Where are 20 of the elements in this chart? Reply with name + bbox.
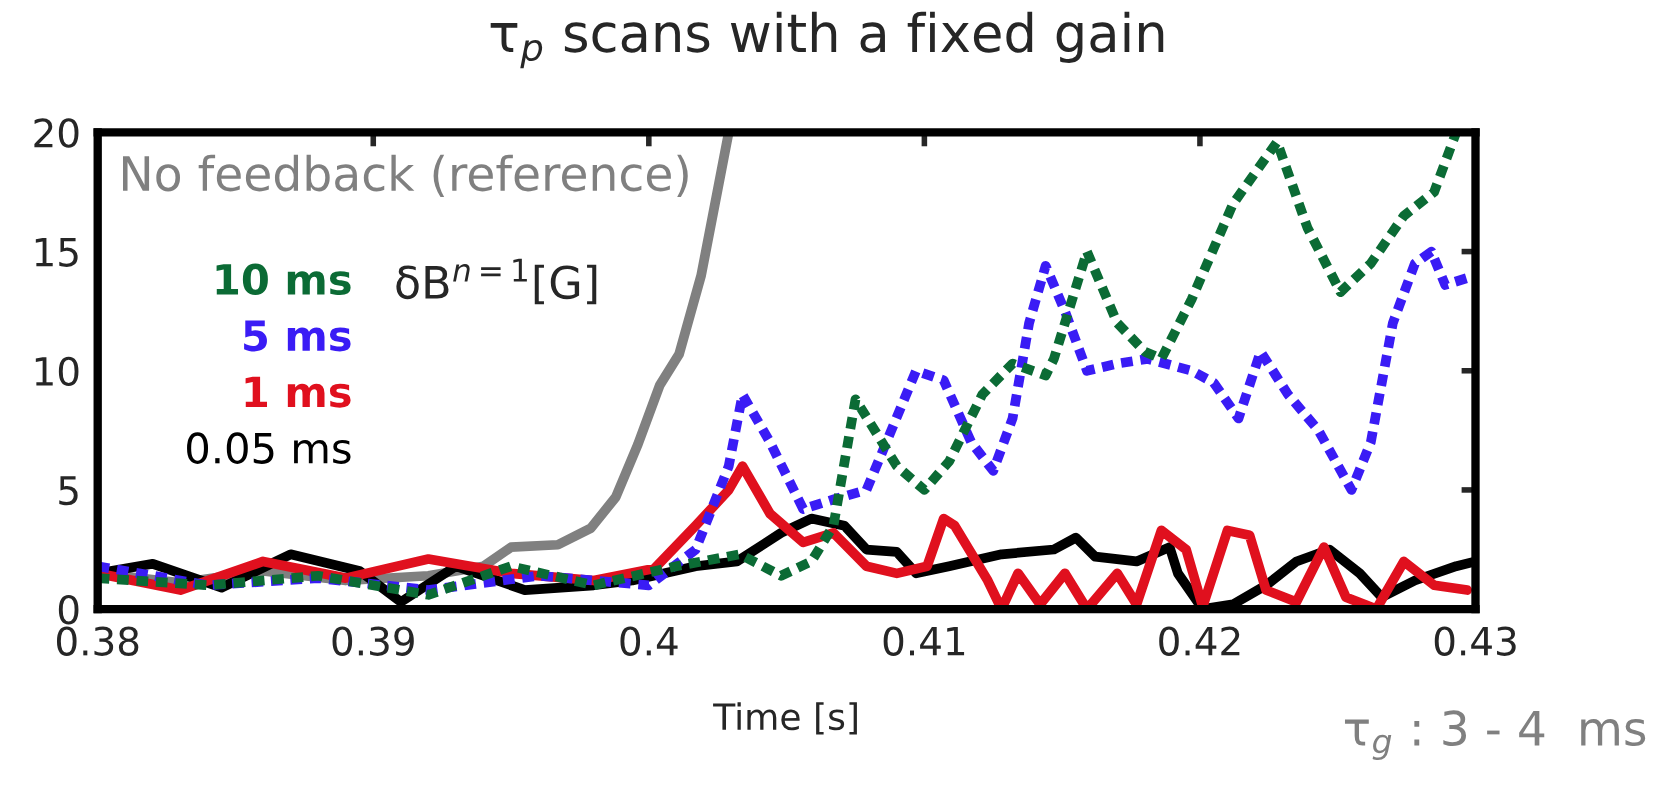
text: τ$_{g}$ : 3 - 4 ms bbox=[1344, 710, 1646, 761]
text: 5 ms bbox=[244, 320, 351, 352]
x-axis-title: Time [s] bbox=[713, 702, 857, 735]
series-label: No feedback (reference) bbox=[123, 154, 688, 197]
y-axis-title: δB$^{n=1}$[G] bbox=[396, 258, 597, 305]
text: 1 ms bbox=[245, 376, 351, 408]
x-tick-label: 0.43 bbox=[1434, 626, 1516, 656]
x-tick-label: 0.39 bbox=[332, 626, 414, 656]
x-tick-label: 0.42 bbox=[1159, 626, 1240, 656]
y-tick-label: 10 bbox=[35, 356, 79, 387]
y-tick-label: 15 bbox=[35, 237, 78, 267]
text: 10 ms bbox=[216, 263, 351, 296]
x-tick-label: 0.4 bbox=[620, 626, 678, 656]
x-tick-label: 0.41 bbox=[883, 626, 965, 656]
y-tick-label: 5 bbox=[59, 476, 78, 506]
chart-title: τ$_{p}$ scans with a fixed gain bbox=[490, 11, 1164, 69]
text: 0.05 ms bbox=[187, 432, 351, 464]
y-tick-label: 20 bbox=[34, 118, 79, 148]
x-tick-label: 0.38 bbox=[56, 626, 139, 656]
y-tick-label: 0 bbox=[58, 595, 79, 625]
